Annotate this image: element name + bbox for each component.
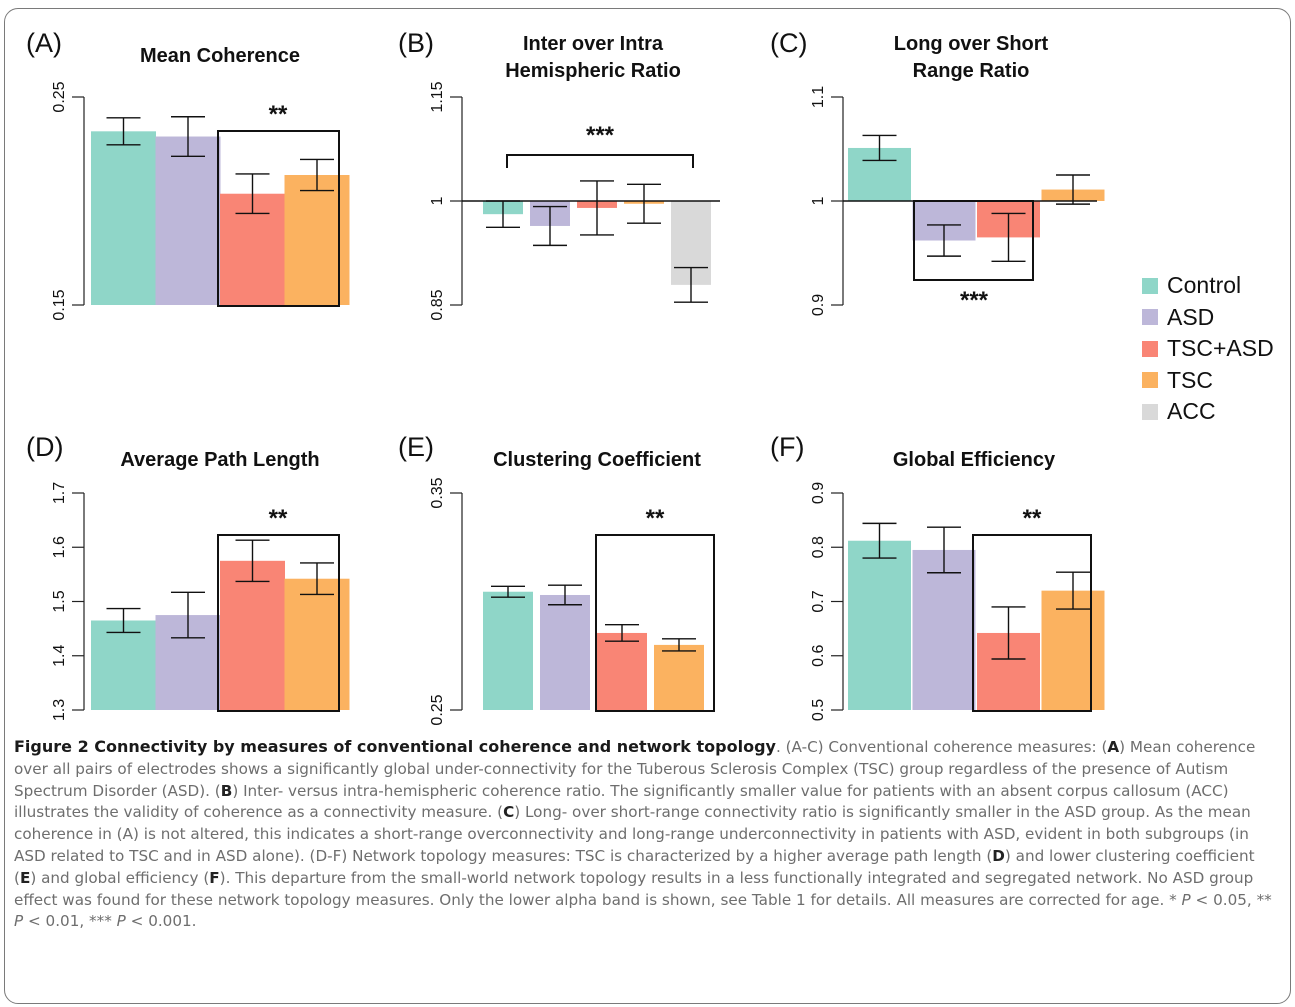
y-tick-label: 0.5 [810, 699, 827, 721]
y-tick-label: 0.15 [51, 289, 68, 320]
caption-text: < 0.05, ** [1190, 890, 1272, 909]
caption-title: Figure 2 Connectivity by measures of con… [14, 737, 776, 756]
y-tick-label: 1.3 [51, 699, 68, 721]
y-tick-label: 1.7 [51, 482, 68, 504]
legend-label: Control [1167, 272, 1242, 299]
bar [654, 644, 704, 710]
figure-caption: Figure 2 Connectivity by measures of con… [14, 736, 1280, 933]
significance-box [595, 534, 715, 712]
significance-label: *** [960, 287, 989, 314]
panel-title: Long over Short [894, 33, 1049, 55]
significance-bracket [506, 154, 694, 168]
legend-label: ASD [1167, 303, 1215, 330]
panel-title: Mean Coherence [140, 45, 300, 67]
panel-letter: (E) [398, 432, 434, 462]
y-tick-label: 1.4 [51, 645, 68, 667]
significance-label: ** [1023, 505, 1042, 532]
bar [597, 632, 647, 710]
significance-box [913, 200, 1034, 281]
panel-title: Inter over Intra [523, 33, 664, 55]
bar [155, 136, 221, 305]
legend-label: TSC+ASD [1167, 335, 1274, 362]
y-tick-label: 0.25 [51, 81, 68, 112]
caption-panel-ref: D [992, 846, 1005, 865]
significance-box [217, 130, 340, 307]
y-tick-label: 1.15 [429, 81, 446, 112]
significance-label: ** [269, 101, 288, 128]
legend-item-tsc-asd: TSC+ASD [1142, 333, 1274, 365]
legend-item-control: Control [1142, 270, 1274, 302]
y-tick-label: 1 [429, 196, 446, 205]
caption-panel-ref: A [1107, 738, 1120, 756]
y-tick-label: 0.6 [810, 645, 827, 667]
caption-p: P [14, 912, 24, 931]
caption-p: P [1181, 890, 1191, 909]
y-tick-label: 1.6 [51, 536, 68, 558]
caption-text: < 0.01, *** [23, 912, 117, 931]
legend-swatch [1142, 309, 1158, 326]
significance-label: *** [586, 122, 615, 149]
significance-label: ** [646, 505, 665, 532]
legend-label: ACC [1167, 398, 1216, 425]
y-tick-label: 0.85 [429, 289, 446, 320]
caption-text: ) and global efficiency ( [30, 868, 210, 887]
bar [848, 540, 911, 710]
bar [1041, 590, 1105, 710]
caption-text: < 0.001. [125, 912, 197, 931]
y-tick-label: 1 [810, 196, 827, 205]
caption-text: ) Mean coherence over all pairs of elect… [14, 738, 1256, 800]
caption-panel-ref: F [209, 868, 220, 887]
legend-swatch [1142, 372, 1158, 389]
caption-panel-ref: C [503, 803, 515, 822]
caption-p: P [116, 912, 126, 931]
caption-text: ) Inter- versus intra-hemispheric cohere… [14, 781, 1229, 822]
significance-box [972, 534, 1092, 712]
legend-item-acc: ACC [1142, 396, 1274, 428]
legend-swatch [1142, 340, 1158, 357]
panel-letter: (D) [26, 432, 63, 462]
bar [220, 560, 285, 710]
legend-swatch [1142, 277, 1158, 294]
caption-text: ) and lower clustering coefficient ( [14, 846, 1255, 887]
legend-label: TSC [1167, 366, 1213, 393]
panel-letter: (C) [770, 28, 807, 58]
panel-letter: (B) [398, 28, 434, 58]
caption-panel-ref: E [19, 868, 31, 887]
panel-title: Clustering Coefficient [493, 449, 701, 471]
legend-swatch [1142, 403, 1158, 420]
bar [540, 594, 590, 710]
y-tick-label: 0.7 [810, 590, 827, 612]
bar [483, 591, 533, 710]
panel-title: Hemispheric Ratio [505, 60, 681, 82]
bar [91, 620, 156, 710]
panel-title: Range Ratio [913, 60, 1030, 82]
panel-title: Global Efficiency [893, 449, 1056, 471]
caption-text: ) Long- over short-range connectivity ra… [14, 803, 1251, 865]
figure-plots: (A) Mean Coherence 0.15 0.25 ** (B) Inter over… [26, 28, 1105, 726]
legend-item-asd: ASD [1142, 302, 1274, 334]
y-tick-label: 0.8 [810, 536, 827, 558]
significance-label: ** [269, 505, 288, 532]
caption-text: ). This departure from the small-world n… [14, 868, 1254, 909]
significance-box [217, 534, 340, 712]
y-tick-label: 0.9 [810, 482, 827, 504]
legend-item-tsc: TSC [1142, 365, 1274, 397]
legend: Control ASD TSC+ASD TSC ACC [1142, 270, 1274, 428]
panel-letter: (F) [770, 432, 804, 462]
figure-frame [4, 8, 1291, 1004]
y-tick-label: 1.5 [51, 590, 68, 612]
y-tick-label: 1.1 [810, 86, 827, 108]
y-tick-label: 0.9 [810, 294, 827, 316]
y-tick-label: 0.25 [429, 694, 446, 725]
y-tick-label: 0.35 [429, 477, 446, 508]
bar [91, 131, 156, 305]
panel-letter: (A) [26, 28, 62, 58]
caption-panel-ref: B [220, 781, 233, 800]
bar [912, 549, 976, 710]
caption-text: . (A-C) Conventional coherence measures:… [775, 738, 1108, 756]
panel-title: Average Path Length [120, 449, 319, 471]
